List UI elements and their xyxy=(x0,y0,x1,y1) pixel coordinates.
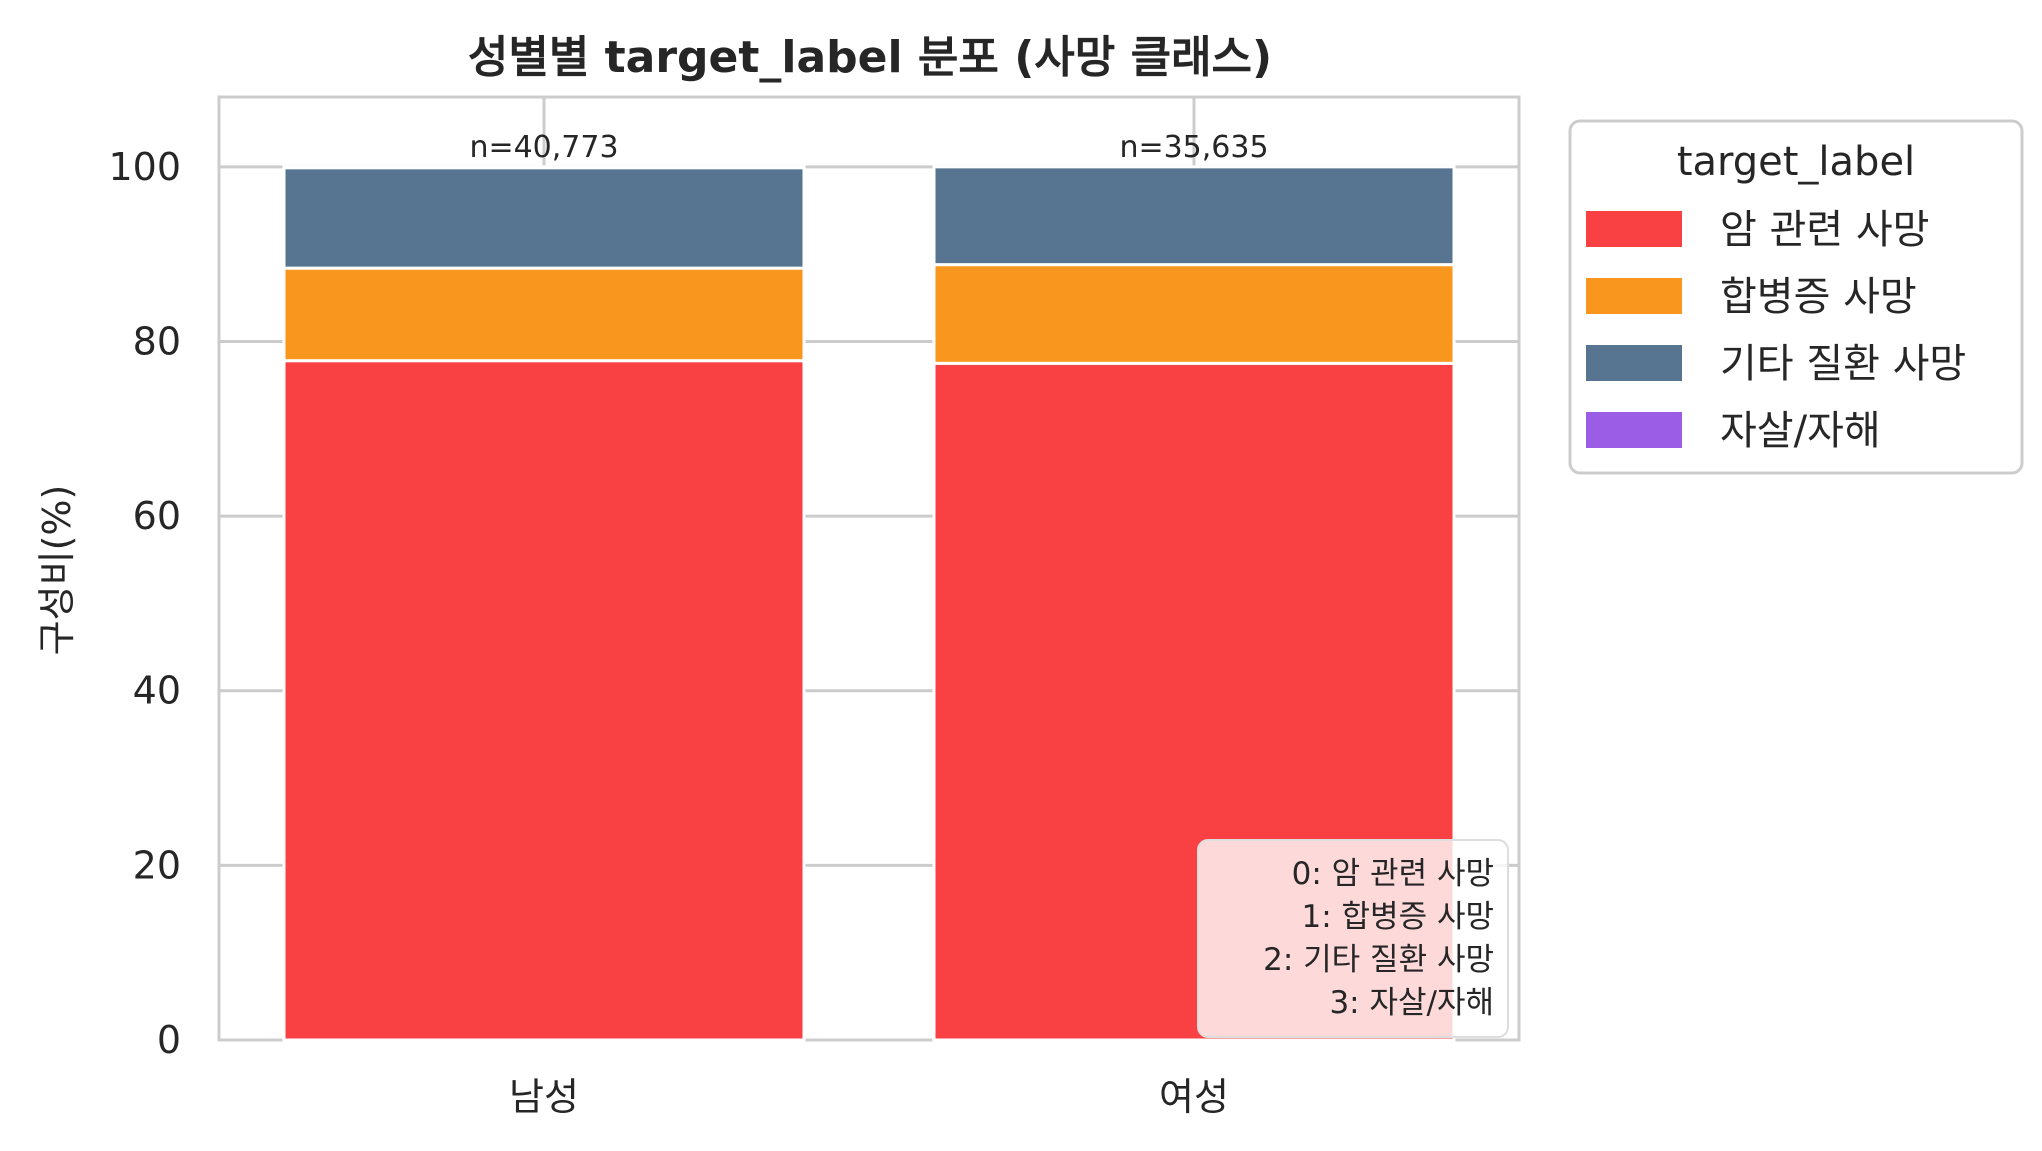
bar-segment-1-2 xyxy=(932,165,1456,267)
bar-segment-1-1 xyxy=(932,263,1456,365)
bar-segment-0-2 xyxy=(282,166,806,270)
y-axis-ticks: 0 20 40 60 80 100 xyxy=(108,145,181,1062)
note-line-2: 2: 기타 질환 사망 xyxy=(1263,942,1494,978)
y-tick-label-0: 0 xyxy=(157,1018,181,1062)
x-axis-ticks: 남성 여성 xyxy=(509,1075,1229,1119)
y-axis-label: 구성비(%) xyxy=(35,485,79,656)
bar-segment-0-1 xyxy=(282,266,806,363)
legend-swatch-3 xyxy=(1586,412,1682,448)
legend-label-0: 암 관련 사망 xyxy=(1720,207,1929,253)
note-line-3: 3: 자살/자해 xyxy=(1329,985,1494,1021)
bars xyxy=(282,165,1456,1042)
legend-swatch-2 xyxy=(1586,345,1682,381)
chart-title: 성별별 target_label 분포 (사망 클래스) xyxy=(468,32,1272,83)
legend-title: target_label xyxy=(1677,139,1915,185)
legend-label-1: 합병증 사망 xyxy=(1720,274,1917,320)
legend-label-3: 자살/자해 xyxy=(1720,408,1881,454)
x-tick-label-1: 여성 xyxy=(1159,1075,1229,1119)
note-line-0: 0: 암 관련 사망 xyxy=(1292,856,1494,892)
note-box-bg xyxy=(1197,839,1509,1038)
y-tick-label-4: 80 xyxy=(133,319,181,363)
bar-segment-0-0 xyxy=(282,359,806,1042)
y-tick-label-1: 20 xyxy=(133,843,181,887)
legend-frame xyxy=(1568,119,2024,475)
total-label-0: n=40,773 xyxy=(469,130,618,165)
legend-swatch-0 xyxy=(1586,211,1682,247)
total-labels: n=40,773 n=35,635 xyxy=(469,130,1268,165)
x-tick-label-0: 남성 xyxy=(509,1075,579,1119)
class-note-box: 0: 암 관련 사망 1: 합병증 사망 2: 기타 질환 사망 3: 자살/자해 xyxy=(1197,839,1509,1038)
y-tick-label-3: 60 xyxy=(133,494,181,538)
bar-segment-0-3 xyxy=(282,165,806,170)
y-tick-label-5: 100 xyxy=(108,145,181,189)
y-tick-label-2: 40 xyxy=(133,669,181,713)
legend-swatch-1 xyxy=(1586,278,1682,314)
total-label-1: n=35,635 xyxy=(1119,130,1268,165)
legend-label-2: 기타 질환 사망 xyxy=(1720,341,1966,387)
note-line-1: 1: 합병증 사망 xyxy=(1302,899,1494,935)
